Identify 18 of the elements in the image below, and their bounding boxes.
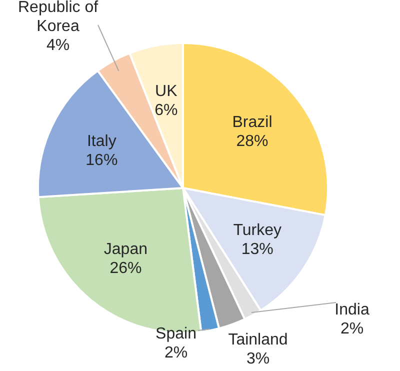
slice-label: Japan	[104, 240, 148, 258]
data-label: 26%	[110, 260, 142, 277]
data-label: 3%	[246, 350, 270, 368]
slice-label: Turkey	[233, 222, 282, 240]
slice-label: Tainland	[228, 332, 288, 348]
data-label: 16%	[86, 152, 118, 170]
slice-label: UK	[155, 83, 178, 100]
slice-label: Spain	[156, 326, 196, 342]
data-label: 13%	[241, 241, 274, 258]
data-label: 2%	[164, 344, 188, 362]
slice-label: India	[334, 302, 370, 318]
slice-label: Republic of Korea	[18, 0, 99, 35]
data-label: 4%	[46, 37, 70, 54]
slice-label: Italy	[86, 133, 116, 150]
data-label: 6%	[154, 102, 178, 120]
data-label: 2%	[340, 320, 364, 338]
data-label: 28%	[236, 133, 268, 150]
slice-label: Brazil	[232, 114, 272, 132]
